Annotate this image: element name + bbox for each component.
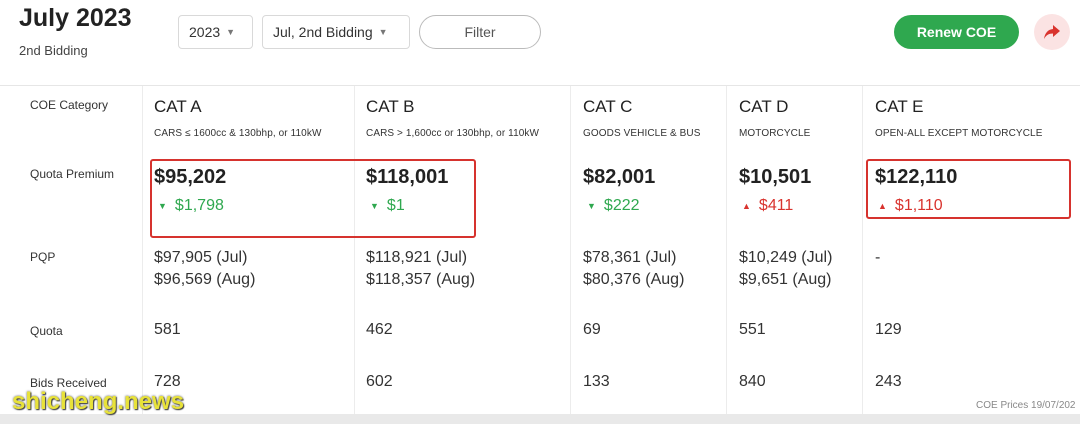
- bids-received-value: 133: [583, 373, 610, 390]
- category-name: CAT D: [739, 97, 789, 116]
- premium-change-value: $222: [603, 197, 640, 214]
- column-divider: [570, 86, 571, 414]
- category-name: CAT C: [583, 97, 633, 116]
- pqp-values: $97,905 (Jul) $96,569 (Aug): [154, 247, 255, 291]
- bidding-round-select[interactable]: Jul, 2nd Bidding ▼: [262, 15, 410, 49]
- triangle-down-icon: ▼: [587, 201, 596, 211]
- year-select-value: 2023: [189, 24, 221, 40]
- category-description: CARS ≤ 1600cc & 130bhp, or 110kW: [154, 128, 322, 139]
- share-button[interactable]: [1034, 14, 1070, 50]
- pqp-jul: -: [875, 249, 881, 266]
- quota-value: 129: [875, 321, 902, 338]
- quota-premium-value: $10,501: [739, 166, 812, 188]
- row-label-category: COE Category: [30, 98, 109, 112]
- premium-change-value: $1,110: [894, 197, 943, 214]
- premium-change: ▼ $1,798: [158, 197, 224, 215]
- watermark: shicheng.news: [12, 388, 185, 415]
- category-name: CAT A: [154, 97, 202, 116]
- triangle-down-icon: ▼: [370, 201, 379, 211]
- row-label-quota: Quota: [30, 324, 63, 338]
- chevron-down-icon: ▼: [378, 27, 388, 37]
- premium-change: ▲ $411: [742, 197, 793, 215]
- pqp-jul: $10,249 (Jul): [739, 249, 833, 266]
- pqp-values: $10,249 (Jul) $9,651 (Aug): [739, 247, 832, 291]
- premium-change: ▼ $222: [587, 197, 640, 215]
- column-divider: [142, 86, 143, 414]
- row-label-premium: Quota Premium: [30, 167, 115, 181]
- footer-bar: [0, 414, 1080, 424]
- column-divider: [862, 86, 863, 414]
- bids-received-value: 602: [366, 373, 393, 390]
- chevron-down-icon: ▼: [226, 27, 236, 37]
- premium-change: ▼ $1: [370, 197, 405, 215]
- prices-date-caption: COE Prices 19/07/202: [976, 400, 1076, 411]
- pqp-aug: $80,376 (Aug): [583, 271, 685, 288]
- year-select[interactable]: 2023 ▼: [178, 15, 253, 49]
- bids-received-value: 243: [875, 373, 902, 390]
- quota-value: 462: [366, 321, 393, 338]
- pqp-aug: $9,651 (Aug): [739, 271, 832, 288]
- highlight-box-cat-a-b: [150, 159, 476, 238]
- column-divider: [726, 86, 727, 414]
- table-top-border: [0, 85, 1080, 86]
- pqp-jul: $118,921 (Jul): [366, 249, 468, 266]
- quota-premium-value: $95,202: [154, 166, 227, 188]
- pqp-aug: $118,357 (Aug): [366, 271, 476, 288]
- pqp-values: -: [875, 247, 880, 269]
- quota-value: 581: [154, 321, 181, 338]
- category-description: CARS > 1,600cc or 130bhp, or 110kW: [366, 128, 540, 139]
- premium-change-value: $411: [758, 197, 794, 214]
- filter-button[interactable]: Filter: [419, 15, 541, 49]
- quota-value: 551: [739, 321, 766, 338]
- quota-premium-value: $118,001: [366, 166, 449, 188]
- row-label-bids: Bids Received: [30, 376, 107, 390]
- premium-change: ▲ $1,110: [878, 197, 943, 215]
- category-description: GOODS VEHICLE & BUS: [583, 128, 701, 139]
- renew-coe-button[interactable]: Renew COE: [894, 15, 1019, 49]
- quota-premium-value: $82,001: [583, 166, 656, 188]
- page-title: July 2023: [19, 4, 132, 32]
- premium-change-value: $1,798: [174, 197, 224, 214]
- share-arrow-icon: [1044, 25, 1060, 39]
- pqp-jul: $97,905 (Jul): [154, 249, 248, 266]
- premium-change-value: $1: [386, 197, 405, 214]
- pqp-values: $78,361 (Jul) $80,376 (Aug): [583, 247, 684, 291]
- quota-premium-value: $122,110: [875, 166, 958, 188]
- category-name: CAT B: [366, 97, 415, 116]
- page-subtitle: 2nd Bidding: [19, 43, 88, 58]
- highlight-box-cat-e: [866, 159, 1071, 219]
- bids-received-value: 840: [739, 373, 766, 390]
- bids-received-value: 728: [154, 373, 181, 390]
- pqp-values: $118,921 (Jul) $118,357 (Aug): [366, 247, 475, 291]
- category-description: MOTORCYCLE: [739, 128, 811, 139]
- pqp-aug: $96,569 (Aug): [154, 271, 256, 288]
- bidding-round-value: Jul, 2nd Bidding: [273, 24, 373, 40]
- triangle-up-icon: ▲: [878, 201, 887, 211]
- category-name: CAT E: [875, 97, 924, 116]
- quota-value: 69: [583, 321, 601, 338]
- pqp-jul: $78,361 (Jul): [583, 249, 677, 266]
- triangle-down-icon: ▼: [158, 201, 167, 211]
- category-description: OPEN-ALL EXCEPT MOTORCYCLE: [875, 128, 1043, 139]
- column-divider: [354, 86, 355, 414]
- triangle-up-icon: ▲: [742, 201, 751, 211]
- row-label-pqp: PQP: [30, 250, 56, 264]
